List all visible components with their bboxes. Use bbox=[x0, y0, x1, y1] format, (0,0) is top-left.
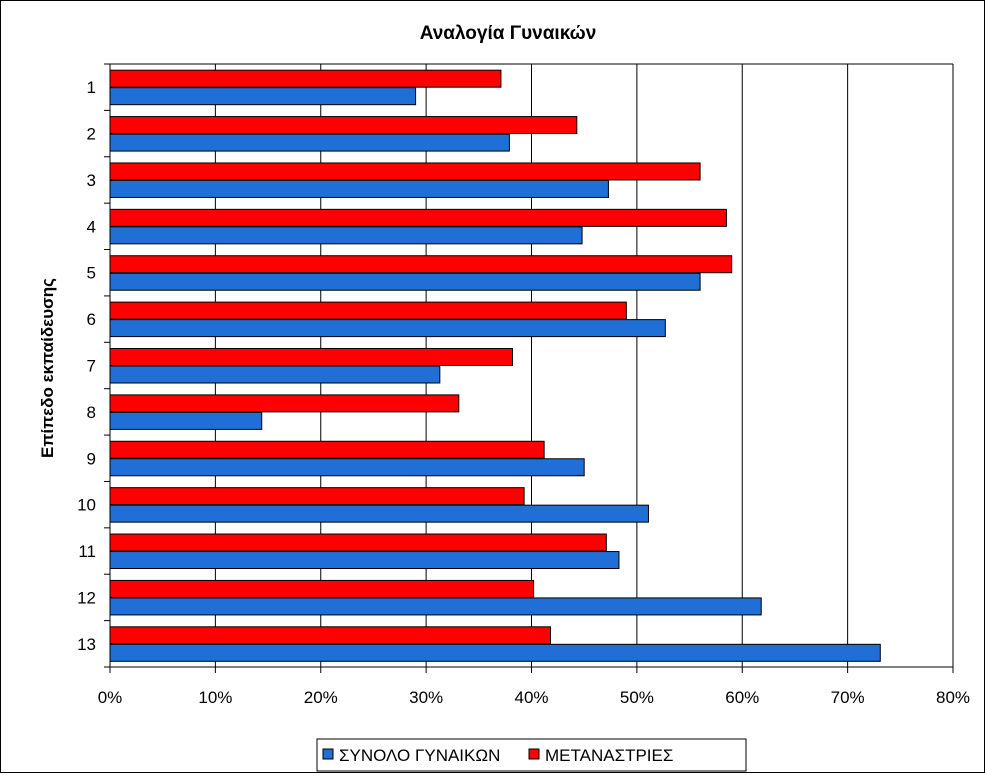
bar-synolo-11 bbox=[109, 551, 620, 570]
y-tick-label-9: 9 bbox=[87, 449, 96, 468]
bar-synolo-8 bbox=[109, 411, 263, 430]
bar-metanastries-11 bbox=[109, 533, 607, 552]
legend-label-metanastries: ΜΕΤΑΝΑΣΤΡΙΕΣ bbox=[545, 746, 673, 765]
bar-metanastries-2 bbox=[109, 116, 578, 135]
y-tick-label-6: 6 bbox=[87, 310, 96, 329]
bar-metanastries-13 bbox=[109, 626, 551, 645]
x-tick-labels: 0% 10% 20% 30% 40% 50% 60% 70% 80% bbox=[98, 688, 970, 707]
y-tick-label-4: 4 bbox=[87, 217, 96, 236]
legend-swatch-synolo bbox=[322, 748, 334, 760]
legend-label-synolo: ΣΥΝΟΛΟ ΓΥΝΑΙΚΩΝ bbox=[339, 746, 500, 765]
y-tick-label-1: 1 bbox=[87, 78, 96, 97]
bar-synolo-6 bbox=[109, 319, 666, 338]
bar-synolo-3 bbox=[109, 179, 609, 198]
x-tick-label: 50% bbox=[620, 688, 654, 707]
bar-metanastries-10 bbox=[109, 487, 525, 506]
bar-metanastries-9 bbox=[109, 440, 545, 459]
y-tick-label-3: 3 bbox=[87, 171, 96, 190]
x-tick-label: 60% bbox=[725, 688, 759, 707]
y-tick-label-12: 12 bbox=[77, 588, 96, 607]
bar-synolo-13 bbox=[109, 643, 881, 662]
y-tick-label-2: 2 bbox=[87, 125, 96, 144]
bar-synolo-7 bbox=[109, 365, 441, 384]
bar-metanastries-7 bbox=[109, 348, 514, 366]
bar-metanastries-1 bbox=[109, 69, 502, 88]
y-tick-label-8: 8 bbox=[87, 403, 96, 422]
x-tick-label: 80% bbox=[936, 688, 970, 707]
y-tick-label-7: 7 bbox=[87, 357, 96, 376]
bar-metanastries-6 bbox=[109, 301, 627, 320]
bar-synolo-12 bbox=[109, 597, 762, 616]
bar-synolo-2 bbox=[109, 133, 510, 152]
x-tick-label: 40% bbox=[514, 688, 548, 707]
bar-metanastries-5 bbox=[109, 255, 733, 274]
y-axis-label: Επίπεδο εκπαίδευσης bbox=[38, 278, 57, 458]
x-tick-label: 30% bbox=[409, 688, 443, 707]
legend: ΣΥΝΟΛΟ ΓΥΝΑΙΚΩΝ ΜΕΤΑΝΑΣΤΡΙΕΣ bbox=[316, 738, 747, 772]
bar-metanastries-3 bbox=[109, 162, 701, 181]
bar-synolo-4 bbox=[109, 226, 583, 245]
bar-synolo-5 bbox=[109, 272, 701, 291]
y-tick-label-13: 13 bbox=[77, 635, 96, 654]
chart-title: Αναλογία Γυναικών bbox=[420, 23, 597, 44]
y-tick-label-10: 10 bbox=[77, 496, 96, 515]
bar-metanastries-12 bbox=[109, 579, 535, 598]
y-tick-label-5: 5 bbox=[87, 264, 96, 283]
y-tick-label-11: 11 bbox=[78, 542, 96, 561]
x-tick-label: 10% bbox=[198, 688, 232, 707]
x-tick-label: 0% bbox=[98, 688, 123, 707]
legend-swatch-metanastries bbox=[528, 748, 540, 760]
bar-synolo-1 bbox=[109, 87, 417, 106]
bar-metanastries-8 bbox=[109, 394, 460, 413]
x-tick-label: 20% bbox=[304, 688, 338, 707]
bar-metanastries-4 bbox=[109, 208, 727, 227]
axes bbox=[104, 63, 954, 673]
x-tick-label: 70% bbox=[831, 688, 865, 707]
bar-synolo-10 bbox=[109, 504, 649, 523]
bar-synolo-9 bbox=[109, 458, 585, 477]
